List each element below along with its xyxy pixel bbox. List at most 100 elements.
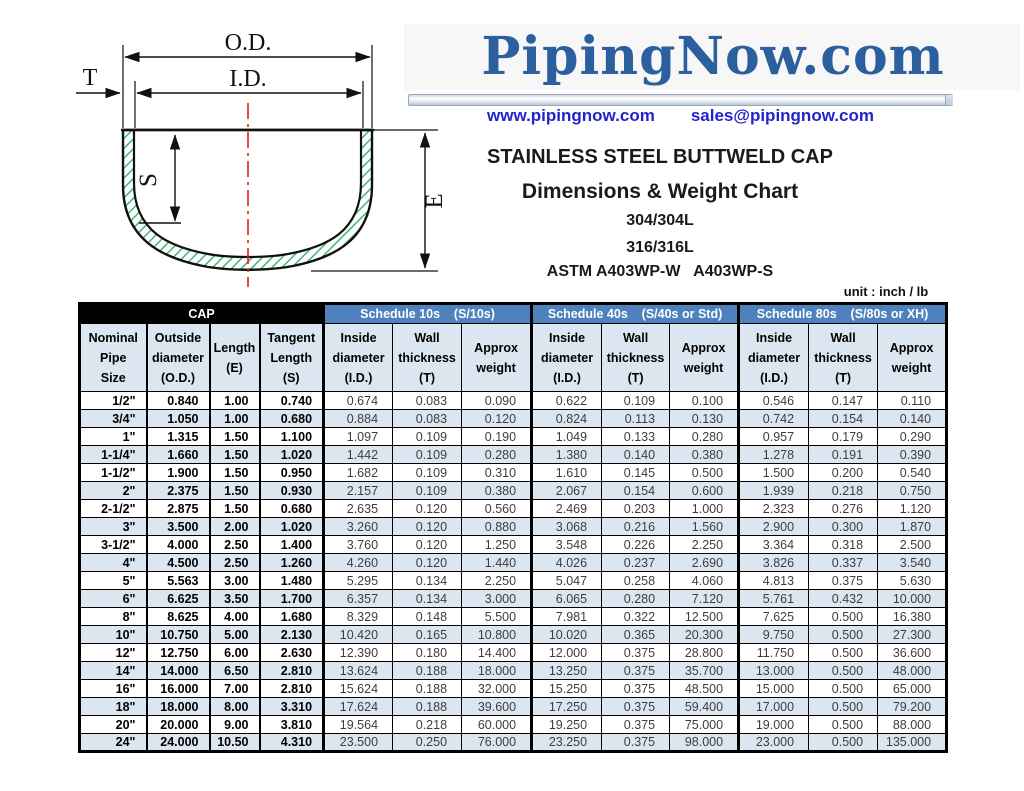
page-subtitle: Dimensions & Weight Chart xyxy=(521,180,799,203)
table-cell: 0.188 xyxy=(392,679,463,698)
table-cell: 1.50 xyxy=(208,463,261,482)
column-header: Length (E) xyxy=(208,323,261,392)
table-cell: 3.540 xyxy=(877,553,948,572)
table-cell: 23.000 xyxy=(737,733,810,752)
table-cell: 0.109 xyxy=(392,445,463,464)
table-cell: 1.00 xyxy=(208,391,261,410)
table-cell: 0.216 xyxy=(601,517,671,536)
table-cell: 0.500 xyxy=(808,643,879,662)
column-header: Approx weight xyxy=(877,323,948,392)
table-cell: 18.000 xyxy=(461,661,533,680)
group-header-schedule-2: Schedule 40s (S/40s or Std) xyxy=(530,303,740,324)
table-cell: 1.315 xyxy=(145,427,211,446)
table-cell: 0.250 xyxy=(392,733,463,752)
table-cell: 0.500 xyxy=(808,661,879,680)
table-cell: 1-1/4" xyxy=(78,445,148,464)
table-cell: 0.290 xyxy=(877,427,948,446)
table-cell: 0.113 xyxy=(601,409,671,428)
table-cell: 18" xyxy=(78,697,148,716)
table-cell: 0.165 xyxy=(392,625,463,644)
column-header: Wall thickness (T) xyxy=(601,323,671,392)
email-link[interactable]: sales@pipingnow.com xyxy=(690,106,874,125)
table-cell: 15.624 xyxy=(322,679,394,698)
table-cell: 1.939 xyxy=(737,481,810,500)
website-link[interactable]: www.pipingnow.com xyxy=(487,106,655,125)
table-cell: 1.097 xyxy=(322,427,394,446)
table-cell: 0.130 xyxy=(669,409,740,428)
table-row: 18" 18.000 8.00 3.310 17.624 0.188 39.600 17.25… xyxy=(78,697,948,716)
table-row: 1" 1.315 1.50 1.100 1.097 0.109 0.190 1.049 0.13… xyxy=(78,427,948,446)
table-cell: 0.148 xyxy=(392,607,463,626)
table-cell: 1.250 xyxy=(461,535,533,554)
table-cell: 13.000 xyxy=(737,661,810,680)
table-cell: 0.375 xyxy=(808,571,879,590)
table-cell: 2-1/2" xyxy=(78,499,148,518)
table-cell: 65.000 xyxy=(877,679,948,698)
table-cell: 2.810 xyxy=(258,679,325,698)
table-cell: 0.930 xyxy=(258,481,325,500)
table-cell: 3.000 xyxy=(461,589,533,608)
table-cell: 0.375 xyxy=(601,643,671,662)
table-cell: 48.000 xyxy=(877,661,948,680)
table-cell: 10.020 xyxy=(530,625,603,644)
table-cell: 0.560 xyxy=(461,499,533,518)
table-cell: 0.109 xyxy=(392,427,463,446)
table-cell: 12.750 xyxy=(145,643,211,662)
table-cell: 13.250 xyxy=(530,661,603,680)
table-cell: 4.000 xyxy=(145,535,211,554)
table-cell: 2.375 xyxy=(145,481,211,500)
od-label: O.D. xyxy=(225,30,272,56)
table-cell: 2.157 xyxy=(322,481,394,500)
table-row: 1-1/2" 1.900 1.50 0.950 1.682 0.109 0.310 1.610… xyxy=(78,463,948,482)
table-cell: 19.250 xyxy=(530,715,603,734)
table-cell: 0.133 xyxy=(601,427,671,446)
table-cell: 0.300 xyxy=(808,517,879,536)
table-cell: 1.260 xyxy=(258,553,325,572)
table-cell: 0.680 xyxy=(258,499,325,518)
table-row: 24" 24.000 10.50 4.310 23.500 0.250 76.000 23.2… xyxy=(78,733,948,752)
table-cell: 59.400 xyxy=(669,697,740,716)
table-cell: 5.047 xyxy=(530,571,603,590)
table-cell: 0.957 xyxy=(737,427,810,446)
column-header: Approx weight xyxy=(669,323,740,392)
table-cell: 2.067 xyxy=(530,481,603,500)
table-row: 16" 16.000 7.00 2.810 15.624 0.188 32.000 15.25… xyxy=(78,679,948,698)
table-cell: 19.000 xyxy=(737,715,810,734)
table-cell: 0.179 xyxy=(808,427,879,446)
table-row: 20" 20.000 9.00 3.810 19.564 0.218 60.000 19.25… xyxy=(78,715,948,734)
table-cell: 75.000 xyxy=(669,715,740,734)
table-cell: 1.50 xyxy=(208,445,261,464)
astm-spec: ASTM A403WP-W A403WP-S xyxy=(546,263,774,280)
table-cell: 7.00 xyxy=(208,679,261,698)
table-cell: 3.810 xyxy=(258,715,325,734)
table-cell: 0.083 xyxy=(392,409,463,428)
table-cell: 0.258 xyxy=(601,571,671,590)
table-cell: 0.375 xyxy=(601,661,671,680)
table-cell: 0.120 xyxy=(392,499,463,518)
table-cell: 1.020 xyxy=(258,517,325,536)
table-cell: 2.250 xyxy=(461,571,533,590)
table-row: 3/4" 1.050 1.00 0.680 0.884 0.083 0.120 0.824 0.… xyxy=(78,409,948,428)
table-row: 8" 8.625 4.00 1.680 8.329 0.148 5.500 7.981 0.32… xyxy=(78,607,948,626)
table-cell: 0.180 xyxy=(392,643,463,662)
table-cell: 2.00 xyxy=(208,517,261,536)
s-label: S xyxy=(135,173,162,187)
table-cell: 1.049 xyxy=(530,427,603,446)
table-cell: 0.742 xyxy=(737,409,810,428)
table-cell: 88.000 xyxy=(877,715,948,734)
table-row: 14" 14.000 6.50 2.810 13.624 0.188 18.000 13.25… xyxy=(78,661,948,680)
table-cell: 1.442 xyxy=(322,445,394,464)
column-header: Outside diameter (O.D.) xyxy=(145,323,211,392)
table-cell: 14.000 xyxy=(145,661,211,680)
table-row: 6" 6.625 3.50 1.700 6.357 0.134 3.000 6.065 0.28… xyxy=(78,589,948,608)
table-cell: 0.109 xyxy=(392,481,463,500)
pipe-endcap xyxy=(945,95,953,105)
table-cell: 5.761 xyxy=(737,589,810,608)
table-cell: 3-1/2" xyxy=(78,535,148,554)
column-header-row: Nominal Pipe Size Outside diameter (O.D.)… xyxy=(78,323,948,392)
table-cell: 7.120 xyxy=(669,589,740,608)
table-cell: 0.500 xyxy=(808,733,879,752)
table-cell: 16" xyxy=(78,679,148,698)
table-cell: 20.300 xyxy=(669,625,740,644)
